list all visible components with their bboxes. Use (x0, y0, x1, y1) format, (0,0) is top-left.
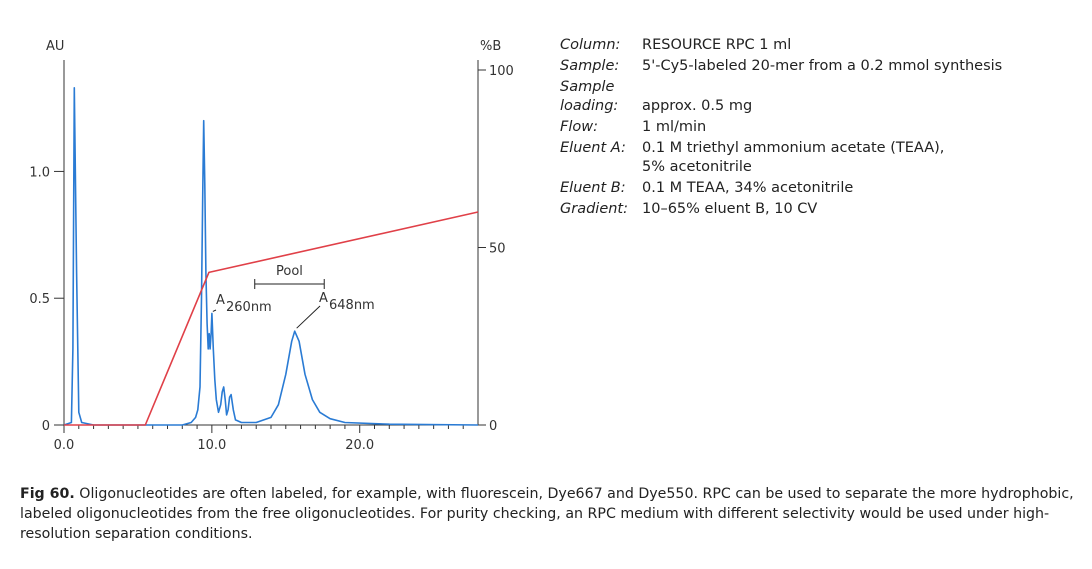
y-left-tick-label: 1.0 (29, 165, 50, 180)
parameter-row: Eluent A: 0.1 M triethyl ammonium acetate… (560, 139, 1002, 177)
parameter-row: Column: RESOURCE RPC 1 ml (560, 36, 1002, 55)
a648-leader (296, 305, 321, 329)
parameter-value: approx. 0.5 mg (642, 98, 753, 114)
y-right-tick-label: 50 (489, 242, 506, 257)
absorbance-trace (63, 87, 479, 426)
a648-subscript: 648nm (329, 298, 375, 313)
chart-axes: AU %B (46, 39, 501, 426)
parameter-row: Sample loading: approx. 0.5 mg (560, 78, 1002, 116)
chart-series (63, 87, 479, 426)
parameter-value: 10–65% eluent B, 10 CV (642, 201, 818, 217)
parameter-label: Eluent B: (560, 180, 626, 196)
parameter-row: Flow: 1 ml/min (560, 118, 1002, 137)
y-right-tick-label: 100 (489, 64, 514, 79)
parameter-label: Column: (560, 37, 621, 53)
y-right-tick-label: 0 (489, 419, 497, 434)
x-tick-label: 20.0 (345, 438, 374, 453)
figure-caption: Fig 60. Oligonucleotides are often label… (20, 484, 1075, 544)
parameter-value: 5'-Cy5-labeled 20-mer from a 0.2 mmol sy… (642, 58, 1003, 74)
y-left-tick-label: 0.5 (29, 292, 50, 307)
x-tick-label: 10.0 (197, 438, 226, 453)
parameter-value: 1 ml/min (642, 119, 707, 135)
a260-label: A (216, 293, 225, 308)
pool-label: Pool (276, 264, 303, 279)
parameter-label: Sample: (560, 58, 620, 74)
parameter-label: Eluent A: (560, 140, 626, 156)
gradient-line (64, 211, 479, 426)
caption-text: Oligonucleotides are often labeled, for … (20, 486, 1074, 542)
parameter-row: Sample: 5'-Cy5-labeled 20-mer from a 0.2 … (560, 57, 1002, 76)
a260-subscript: 260nm (226, 300, 272, 315)
parameter-row: Eluent B: 0.1 M TEAA, 34% acetonitrile (560, 179, 1002, 198)
parameter-row: Gradient: 10–65% eluent B, 10 CV (560, 200, 1002, 219)
y-left-tick-label: 0 (42, 419, 50, 434)
y-axis-left-label: AU (46, 39, 64, 54)
a648-label: A (319, 291, 328, 306)
parameter-label: Gradient: (560, 201, 628, 217)
a260-leader (212, 309, 217, 312)
x-tick-label: 0.0 (54, 438, 75, 453)
parameter-value: RESOURCE RPC 1 ml (642, 37, 792, 53)
method-parameters: Column: RESOURCE RPC 1 ml Sample: 5'-Cy5-la… (560, 36, 1002, 221)
parameter-value: 0.1 M TEAA, 34% acetonitrile (642, 180, 854, 196)
chart-ticks: 0 0.5 1.0 0 50 100 0.0 10.0 20.0 (29, 64, 514, 453)
parameter-label: Sample loading: (560, 79, 619, 114)
caption-label: Fig 60. (20, 486, 75, 502)
y-axis-right-label: %B (480, 39, 501, 54)
parameter-label: Flow: (560, 119, 598, 135)
parameter-value: 0.1 M triethyl ammonium acetate (TEAA), … (642, 140, 945, 175)
